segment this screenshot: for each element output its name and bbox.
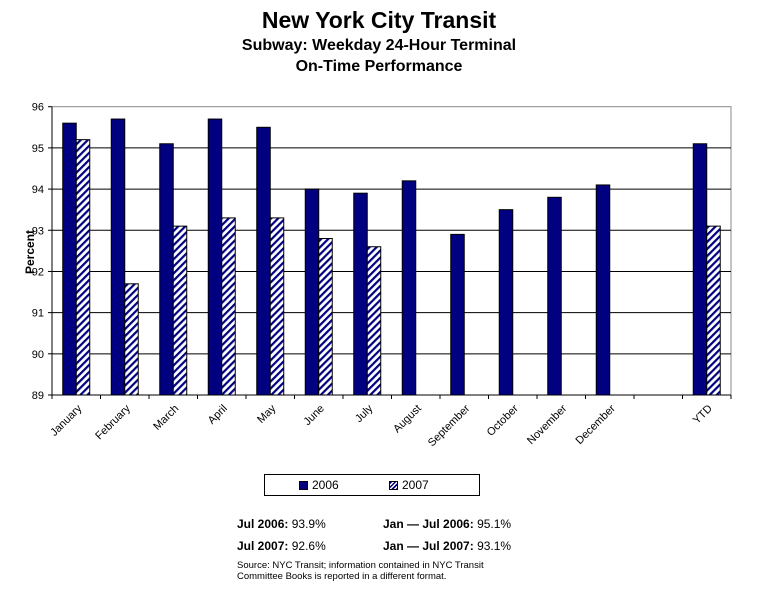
x-tick-label: February xyxy=(93,402,133,442)
bar-2006-december xyxy=(595,184,611,396)
chart-subtitle: Subway: Weekday 24-Hour Terminal xyxy=(241,37,517,54)
x-tick-label: March xyxy=(151,403,181,433)
y-tick-label: 90 xyxy=(32,349,44,361)
bar-2007-april xyxy=(221,217,236,396)
stat-ytd-2006: Jan — Jul 2006: 95.1% xyxy=(383,517,512,531)
x-tick-label: May xyxy=(255,402,279,426)
bar-2006-july xyxy=(353,192,368,396)
bar-chart: 89 90 91 92 93 94 95 96 January February March Apri… xyxy=(23,102,732,449)
x-tick-label: June xyxy=(302,403,327,428)
y-tick-label: 92 xyxy=(32,266,44,278)
bar-2007-january xyxy=(75,139,91,396)
x-tick-label: YTD xyxy=(691,403,715,427)
bar-2006-october xyxy=(498,209,514,396)
chart-subtitle: On-Time Performance xyxy=(295,58,463,75)
x-tick-label: October xyxy=(485,402,521,438)
bar-2006-april xyxy=(207,118,223,396)
bar-2006-ytd xyxy=(692,143,708,396)
legend-item-2007: 2007 xyxy=(389,478,429,492)
bar-2006-november xyxy=(547,196,562,396)
legend-label: 2006 xyxy=(312,478,339,492)
bar-2007-february xyxy=(124,283,139,396)
legend: 2006 2007 xyxy=(264,474,480,496)
y-tick-label: 96 xyxy=(32,102,44,114)
bar-2007-may xyxy=(269,217,285,396)
bar-2007-march xyxy=(172,225,188,396)
stat-ytd-2007: Jan — Jul 2007: 93.1% xyxy=(383,539,512,553)
bar-2007-june xyxy=(318,237,333,396)
bar-2006-january xyxy=(62,122,77,396)
bar-2006-may xyxy=(256,126,271,396)
x-tick-label: September xyxy=(426,402,473,449)
plot-area xyxy=(51,106,732,396)
y-tick-label: 93 xyxy=(32,225,44,237)
legend-label: 2007 xyxy=(402,478,429,492)
bar-2006-august xyxy=(401,180,417,396)
bar-2006-september xyxy=(450,233,465,396)
bar-2007-ytd xyxy=(706,225,721,396)
bar-2007-july xyxy=(366,246,382,396)
legend-item-2006: 2006 xyxy=(299,478,339,492)
stat-jul-2006: Jul 2006: 93.9% xyxy=(237,517,326,531)
x-tick-label: December xyxy=(574,402,619,447)
x-tick-label: July xyxy=(353,402,376,425)
y-tick-label: 89 xyxy=(32,390,44,402)
x-tick-label: January xyxy=(48,402,85,439)
y-tick-label: 95 xyxy=(32,143,44,155)
bar-2006-march xyxy=(159,143,174,396)
bar-2006-february xyxy=(110,118,126,396)
x-tick-label: November xyxy=(525,402,570,447)
source-note: Source: NYC Transit; information contain… xyxy=(237,560,484,582)
y-tick-label: 94 xyxy=(32,184,44,196)
stat-jul-2007: Jul 2007: 92.6% xyxy=(237,539,326,553)
chart-title: New York City Transit xyxy=(261,7,497,33)
y-tick-label: 91 xyxy=(32,308,44,320)
legend-swatch-solid xyxy=(299,480,308,490)
x-tick-label: August xyxy=(391,403,424,436)
y-axis-label: Percent xyxy=(23,230,37,274)
x-tick-label: April xyxy=(206,403,230,427)
legend-swatch-hatched xyxy=(389,480,398,490)
bar-2006-june xyxy=(304,188,320,396)
